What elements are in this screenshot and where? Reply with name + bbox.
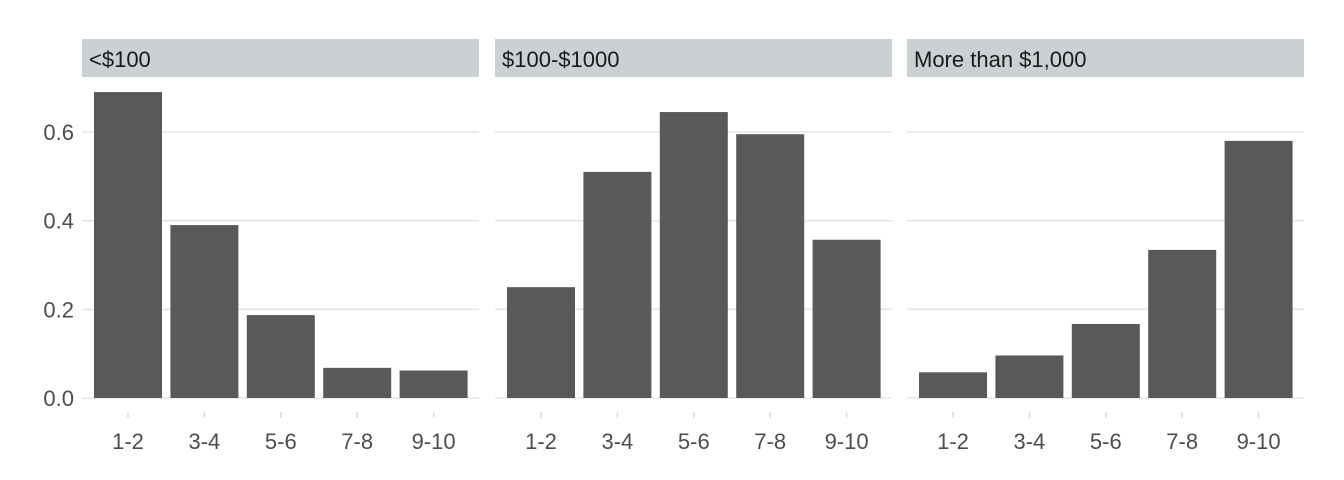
- bar: [1148, 250, 1216, 398]
- x-tick-label: 9-10: [412, 429, 456, 454]
- bar: [995, 355, 1063, 398]
- bar: [323, 368, 391, 398]
- x-tick-label: 9-10: [1237, 429, 1281, 454]
- facet-title: More than $1,000: [914, 47, 1086, 72]
- facet-title: <$100: [89, 47, 151, 72]
- x-tick-label: 1-2: [937, 429, 969, 454]
- facet-panel: More than $1,000 1-2 3-4 5-6 7-8 9-10: [907, 39, 1304, 454]
- x-tick-label: 1-2: [525, 429, 557, 454]
- x-tick-label: 5-6: [265, 429, 297, 454]
- x-tick-label: 9-10: [825, 429, 869, 454]
- bar: [1072, 324, 1140, 398]
- x-tick-label: 3-4: [602, 429, 634, 454]
- facet-panels: <$100 1-2 3-4 5-6 7-8 9-10 $100-$1000 1-2 3-4 5-6…: [82, 39, 1304, 454]
- bar: [1225, 141, 1293, 398]
- x-tick-label: 1-2: [112, 429, 144, 454]
- facet-panel: $100-$1000 1-2 3-4 5-6 7-8 9-10: [495, 39, 892, 454]
- bar: [247, 315, 315, 398]
- bar: [813, 240, 881, 398]
- bar: [400, 371, 468, 398]
- x-tick-label: 5-6: [678, 429, 710, 454]
- y-tick-label: 0.2: [43, 297, 74, 322]
- x-tick-label: 7-8: [1166, 429, 1198, 454]
- x-tick-label: 5-6: [1090, 429, 1122, 454]
- bar: [94, 92, 162, 398]
- x-tick-label: 7-8: [341, 429, 373, 454]
- y-tick-label: 0.6: [43, 120, 74, 145]
- y-tick-label: 0.0: [43, 386, 74, 411]
- y-tick-label: 0.4: [43, 209, 74, 234]
- bar: [660, 112, 728, 398]
- facet-panel: <$100 1-2 3-4 5-6 7-8 9-10: [82, 39, 479, 454]
- bar: [170, 225, 238, 398]
- x-tick-label: 3-4: [189, 429, 221, 454]
- x-tick-label: 7-8: [754, 429, 786, 454]
- bar: [507, 287, 575, 398]
- bar: [736, 134, 804, 398]
- facet-title: $100-$1000: [502, 47, 619, 72]
- y-axis: 0.0 0.2 0.4 0.6: [43, 120, 74, 411]
- bar: [919, 372, 987, 398]
- bar: [583, 172, 651, 398]
- x-tick-label: 3-4: [1014, 429, 1046, 454]
